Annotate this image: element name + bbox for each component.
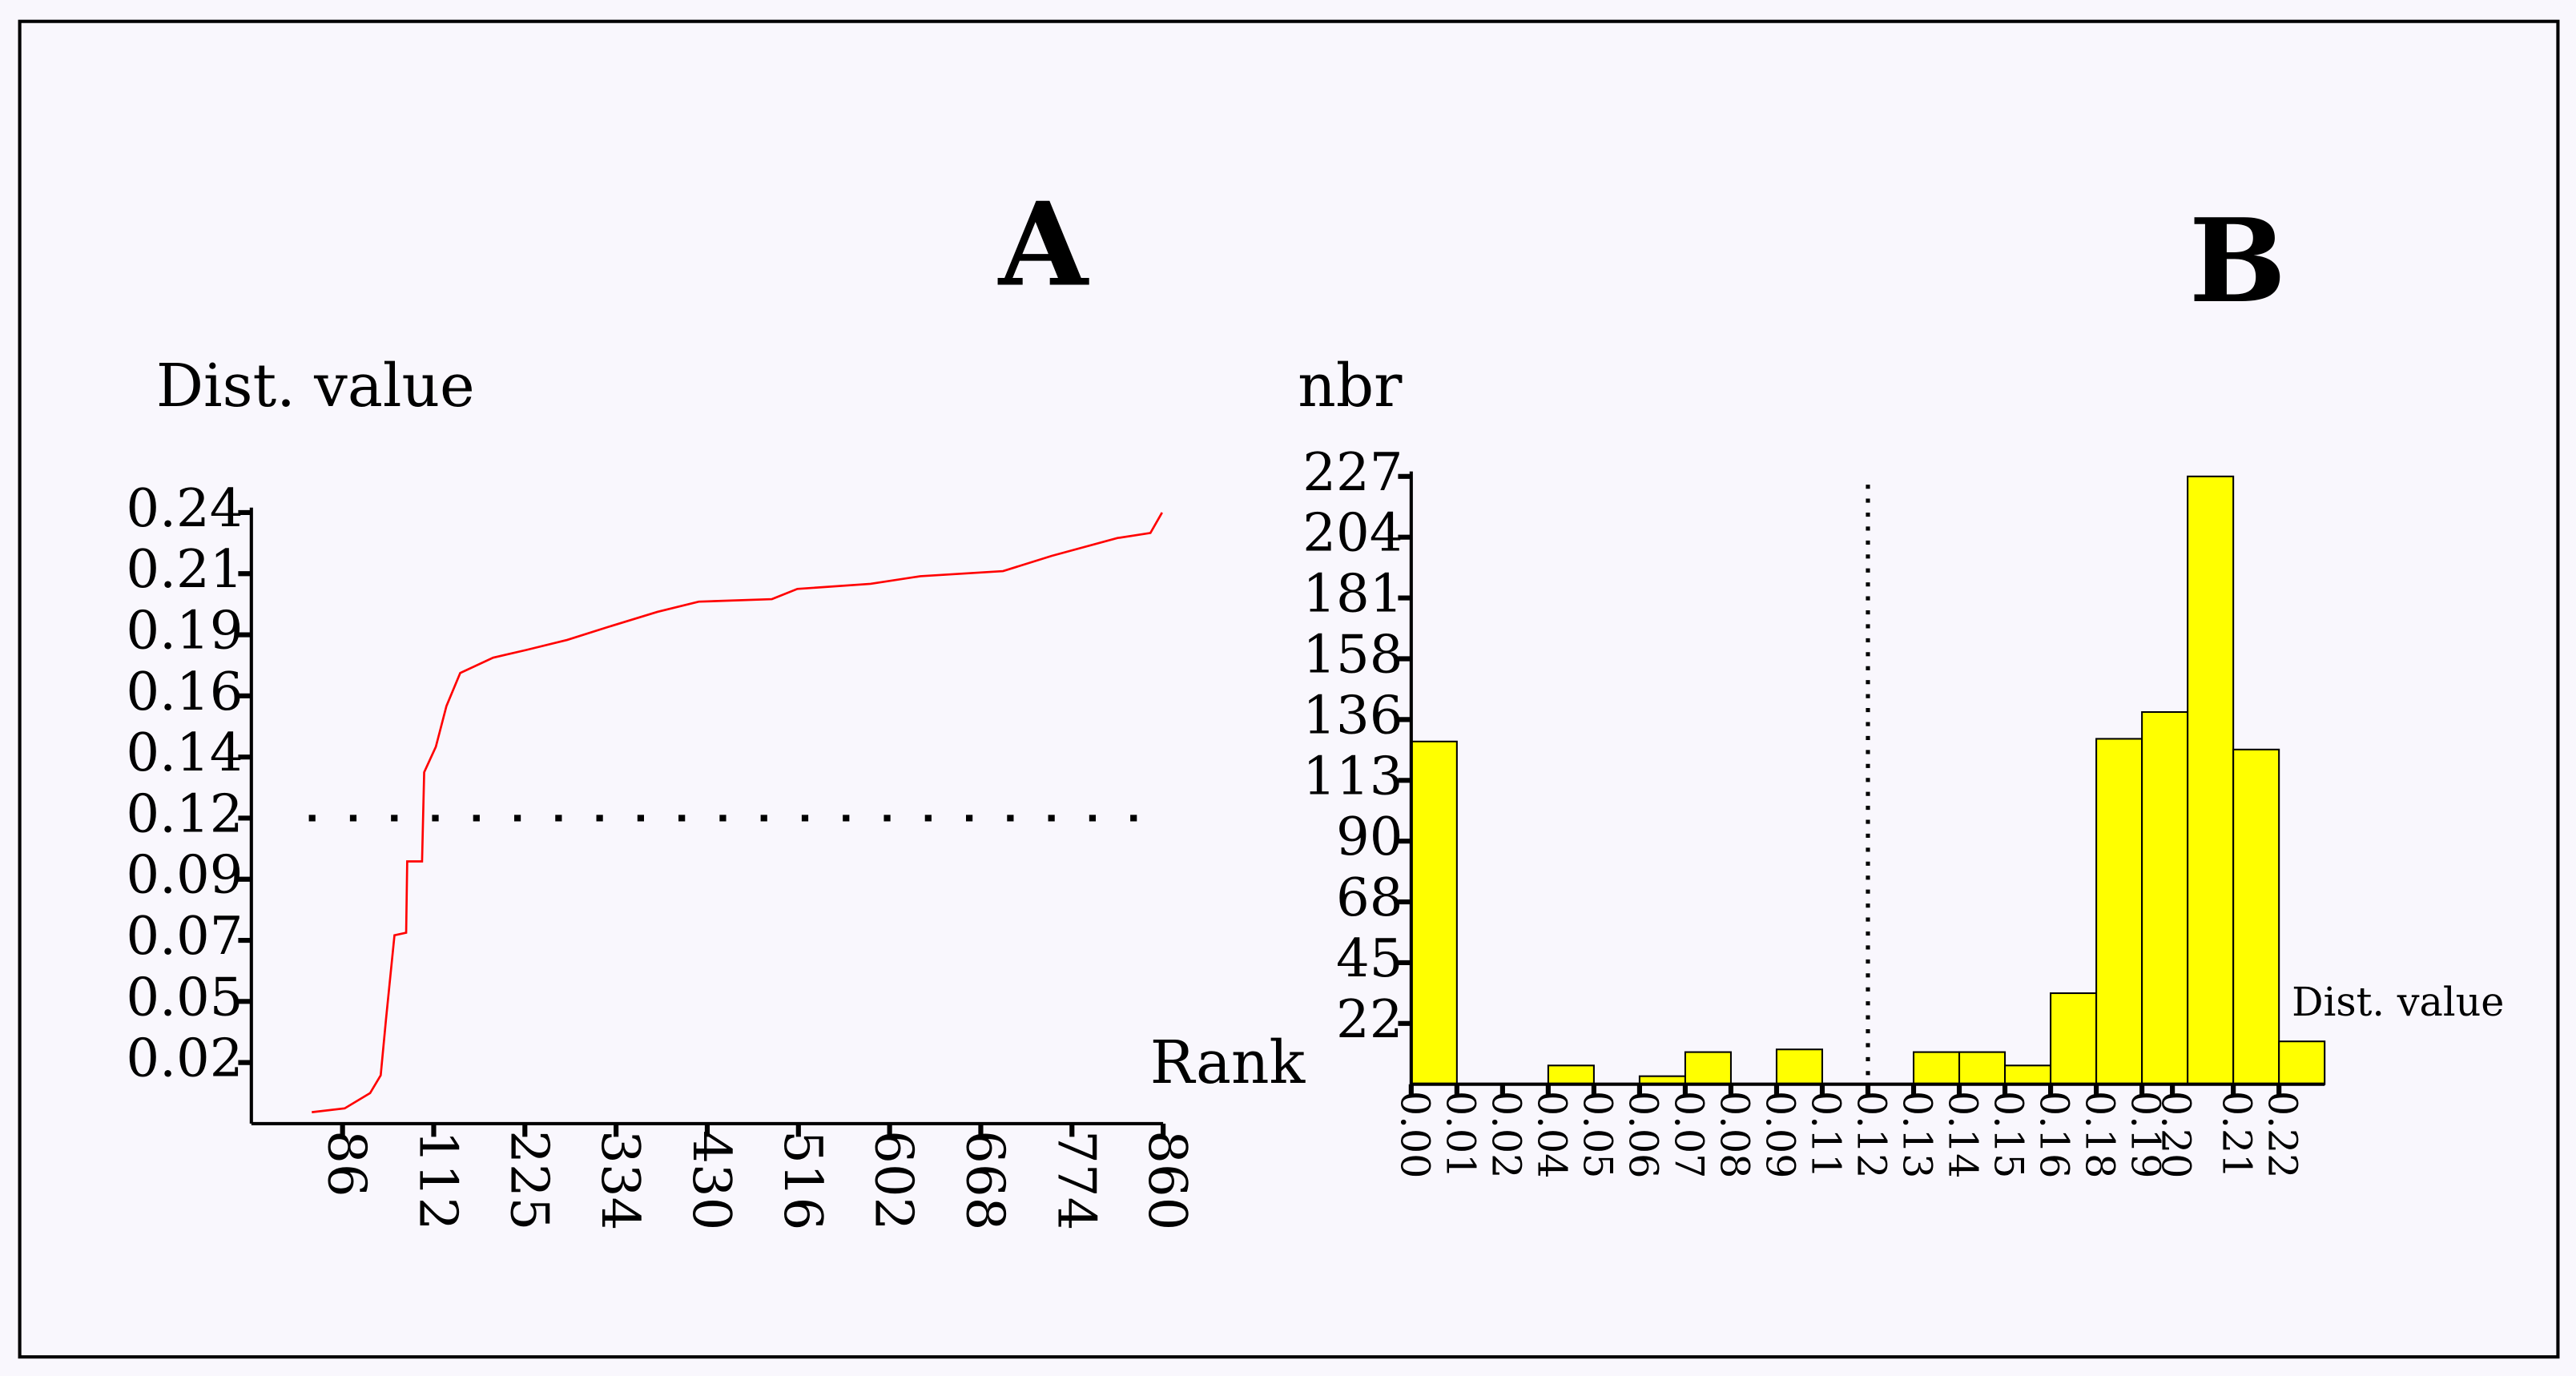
y-tick-label: 22 [1336,989,1403,1050]
data-line [312,512,1163,1113]
y-tick-label: 227 [1302,442,1403,503]
histogram-bar [2187,475,2235,1085]
x-tick-label: 0.20 [2153,1091,2200,1179]
y-tick-label: 181 [1302,564,1403,625]
histogram-bar [2232,748,2280,1085]
x-tick-label: 0.14 [1940,1091,1986,1179]
x-tick-label: 0.05 [1574,1091,1620,1179]
y-tick-label: 113 [1302,746,1403,807]
x-tick-label: 0.11 [1802,1091,1849,1179]
y-tick-label: 0.16 [126,662,243,722]
x-tick-label: 0.12 [1849,1091,1895,1179]
x-tick-label: 225 [498,1130,559,1230]
panel-title: A [997,176,1089,312]
x-tick-label: 0.09 [1757,1091,1803,1179]
histogram-bar [1913,1051,1961,1085]
x-tick-label: 0.08 [1711,1091,1757,1179]
panel-title: B [2189,193,2286,328]
x-tick-label: 0.15 [1986,1091,2032,1179]
frame [18,19,2560,1359]
x-tick-label: 516 [772,1130,833,1230]
x-tick-label: 0.04 [1528,1091,1575,1179]
y-tick-label: 90 [1336,807,1403,867]
y-tick-label: 0.12 [126,783,243,844]
x-tick-label: 86 [316,1130,377,1197]
y-tick-label: 204 [1302,503,1403,564]
x-tick-label: 0.01 [1437,1091,1483,1179]
histogram-bar [2278,1040,2326,1085]
x-tick-label: 668 [954,1130,1015,1230]
histogram-bar [1547,1064,1595,1085]
x-tick-label: 0.19 [2123,1091,2169,1179]
x-tick-label: 860 [1137,1130,1197,1230]
histogram-bar [1684,1051,1732,1085]
y-tick-label: 0.19 [126,601,243,662]
x-tick-label: 0.21 [2214,1091,2260,1179]
y-tick-label: 136 [1302,685,1403,746]
histogram-bar [1410,740,1458,1085]
x-tick-label: 602 [863,1130,924,1230]
histogram-bar [2004,1064,2052,1085]
x-tick-label: 334 [590,1130,650,1230]
histogram-bar [1958,1051,2006,1085]
x-tick-label: 0.16 [2031,1091,2078,1179]
histogram-bar [2141,710,2189,1085]
x-tick-label: 774 [1045,1130,1106,1230]
y-tick-label: 0.02 [126,1028,243,1089]
y-tick-label: 0.09 [126,845,243,906]
histogram-bar [2095,738,2143,1085]
y-tick-label: 158 [1302,624,1403,685]
x-tick-label: 0.02 [1483,1091,1529,1179]
x-tick-label: 0.13 [1894,1091,1941,1179]
x-tick-label: 0.06 [1620,1091,1666,1179]
x-axis-label: Rank [1150,1028,1306,1097]
histogram-bar [2050,992,2098,1085]
x-axis-label: Dist. value [2292,979,2504,1025]
y-tick-label: 0.14 [126,722,243,783]
y-tick-label: 0.05 [126,967,243,1028]
y-tick-label: 45 [1336,928,1403,989]
histogram-bar [1775,1048,1824,1085]
y-axis-label: nbr [1298,352,1403,420]
x-tick-label: 0.00 [1391,1091,1438,1179]
y-tick-label: 0.07 [126,906,243,967]
y-tick-label: 68 [1336,867,1403,928]
y-tick-label: 0.21 [126,539,243,600]
y-axis-label: Dist. value [156,352,475,420]
x-tick-label: 112 [407,1130,468,1230]
x-tick-label: 0.22 [2260,1091,2306,1179]
x-tick-label: 0.18 [2077,1091,2123,1179]
x-tick-label: 430 [681,1130,742,1230]
x-tick-label: 0.07 [1665,1091,1712,1179]
y-tick-label: 0.24 [126,478,243,539]
